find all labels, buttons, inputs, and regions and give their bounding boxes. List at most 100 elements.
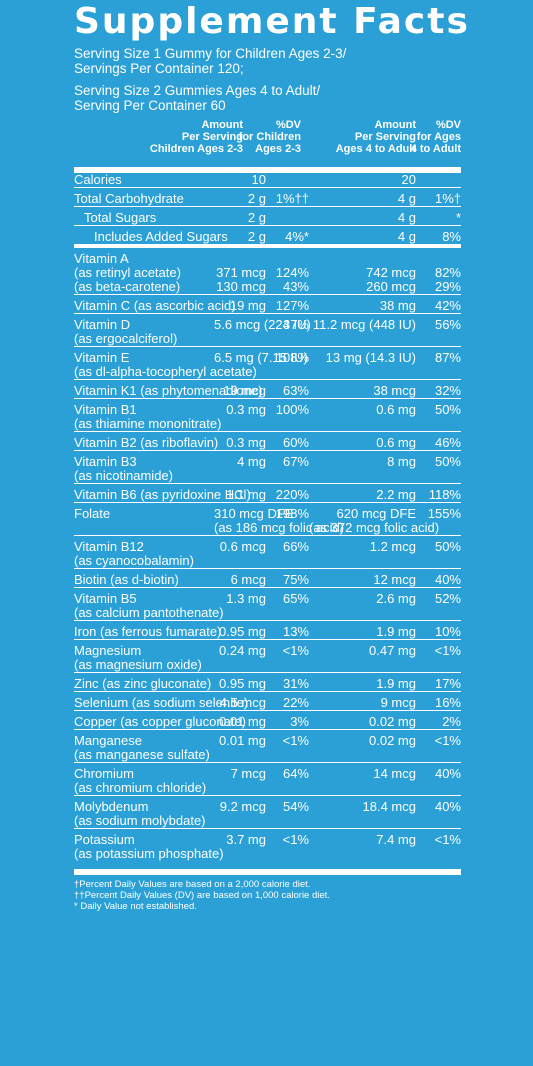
dv-children — [266, 469, 309, 484]
servings-per-container-children: Servings Per Container 120; — [74, 61, 244, 76]
dv-adult: 40% — [416, 568, 461, 588]
nutrient-row: Vitamin B12 0.6 mcg 66% 1.2 mcg 50% — [74, 535, 461, 554]
dv-children — [266, 173, 309, 188]
dv-children: 31% — [266, 672, 309, 692]
dv-adult: 16% — [416, 691, 461, 711]
nutrient-name: (as retinyl acetate) — [74, 265, 181, 280]
amount-children — [214, 748, 266, 763]
amount-children: 19 mg — [214, 294, 266, 314]
nutrient-row: Folate 310 mcg DFE 198% 620 mcg DFE 155% — [74, 502, 461, 521]
nutrient-row: Vitamin D 5.6 mcg (224 IU) 37% 11.2 mcg (44… — [74, 313, 461, 332]
amount-children: 371 mcg — [216, 265, 266, 280]
amount-adult: 1.2 mcg — [309, 535, 416, 554]
dv-adult — [416, 173, 461, 188]
amount-children: 0.01 mg — [214, 710, 266, 730]
nutrient-row: (as ergocalciferol) — [74, 332, 461, 347]
footnote-double-dagger: ††Percent Daily Values (DV) are based on… — [74, 890, 330, 901]
amount-children: 310 mcg DFE — [214, 502, 293, 521]
dv-children — [266, 847, 309, 861]
nutrient-name: Manganese — [74, 729, 214, 748]
nutrient-name: Vitamin B6 (as pyridoxine HCl) — [74, 483, 251, 503]
amount-adult — [309, 469, 416, 484]
amount-adult: 4 g — [309, 225, 416, 246]
amount-children: 0.01 mg — [214, 729, 266, 748]
dv-children: 66% — [266, 535, 309, 554]
dv-children: 198% — [266, 502, 309, 521]
amount-adult: 1.9 mg — [309, 620, 416, 640]
amount-children: 5.6 mcg (224 IU) — [214, 313, 311, 332]
amount-adult: (as 372 mcg folic acid) — [309, 520, 440, 535]
dv-adult — [416, 365, 461, 380]
dv-adult — [416, 469, 461, 484]
dv-adult — [416, 658, 461, 673]
serving-size-adult: Serving Size 2 Gummies Ages 4 to Adult/ — [74, 83, 321, 98]
dv-children — [266, 781, 309, 796]
dv-adult — [416, 814, 461, 829]
amount-children: 1.3 mg — [214, 587, 266, 606]
dv-children — [266, 206, 309, 226]
dv-children — [266, 814, 309, 829]
dv-adult — [416, 748, 461, 763]
nutrient-name: Molybdenum — [74, 795, 214, 814]
amount-children: 4 mg — [214, 450, 266, 469]
nutrient-name: Potassium — [74, 828, 214, 847]
nutrient-name: (as chromium chloride) — [74, 780, 207, 795]
nutrient-row: Biotin (as d-biotin) 6 mcg 75% 12 mcg 40% — [74, 568, 461, 588]
nutrient-row: Total Carbohydrate 2 g 1%†† 4 g 1%† — [74, 187, 461, 207]
amount-children: 10 — [251, 172, 266, 187]
dv-adult: 46% — [416, 431, 461, 451]
dv-adult: 32% — [416, 379, 461, 399]
dv-children: 100% — [266, 398, 309, 417]
nutrient-row: Vitamin B2 (as riboflavin) 0.3 mg 60% 0.6 m… — [74, 431, 461, 451]
amount-children: 4.5 mcg — [214, 691, 266, 711]
amount-adult: 38 mcg — [309, 379, 416, 399]
dv-adult: 50% — [416, 398, 461, 417]
nutrient-table: Calories 10 20 Total Carbohydrate 2 g 1%†† 4 g… — [74, 173, 461, 861]
amount-children — [214, 469, 266, 484]
dv-adult — [416, 606, 461, 621]
nutrient-name: (as ergocalciferol) — [74, 331, 178, 346]
amount-adult — [309, 814, 416, 829]
amount-adult: 4 g — [309, 206, 416, 226]
dv-adult: <1% — [416, 828, 461, 847]
amount-adult — [309, 658, 416, 673]
amount-children: (as 186 mcg folic acid) — [214, 520, 345, 535]
dv-children: 22% — [266, 691, 309, 711]
nutrient-name: Vitamin B12 — [74, 535, 214, 554]
dv-children — [266, 606, 309, 621]
amount-children: 3.7 mg — [214, 828, 266, 847]
dv-children: 63% — [266, 379, 309, 399]
dv-adult — [416, 332, 461, 347]
amount-adult: 20 — [401, 172, 416, 187]
amount-children: 0.95 mg — [214, 672, 266, 692]
amount-children: 9.2 mcg — [214, 795, 266, 814]
dv-children: 4%* — [266, 225, 309, 246]
amount-adult: 0.6 mg — [309, 431, 416, 451]
dv-adult: 50% — [416, 450, 461, 469]
amount-adult: 1.9 mg — [309, 672, 416, 692]
amount-children — [214, 332, 266, 347]
panel-title: Supplement Facts — [74, 1, 470, 42]
amount-children: 0.6 mcg — [214, 535, 266, 554]
amount-adult — [309, 244, 416, 266]
nutrient-row: (as calcium pantothenate) — [74, 606, 461, 621]
amount-adult — [309, 781, 416, 796]
nutrient-name: Zinc (as zinc gluconate) — [74, 672, 214, 692]
dv-adult: 8% — [416, 225, 461, 246]
nutrient-name: Vitamin K1 (as phytomenadione) — [74, 379, 262, 399]
nutrient-name: Iron (as ferrous fumarate) — [74, 620, 221, 640]
nutrient-row: Selenium (as sodium selenite) 4.5 mcg 22% 9… — [74, 691, 461, 711]
amount-children — [214, 658, 266, 673]
nutrient-row: (as cyanocobalamin) — [74, 554, 461, 569]
nutrient-row: Iron (as ferrous fumarate) 0.95 mg 13% 1.9 … — [74, 620, 461, 640]
nutrient-name: Calories — [74, 172, 122, 187]
amount-adult: 8 mg — [309, 450, 416, 469]
amount-adult: 13 mg (14.3 IU) — [309, 346, 416, 365]
nutrient-row: (as thiamine mononitrate) — [74, 417, 461, 432]
amount-adult: 7.4 mg — [309, 828, 416, 847]
nutrient-name: Chromium — [74, 762, 214, 781]
amount-adult: 0.47 mg — [309, 639, 416, 658]
dv-adult: 40% — [416, 762, 461, 781]
nutrient-name: (as calcium pantothenate) — [74, 605, 224, 620]
nutrient-row: (as chromium chloride) — [74, 781, 461, 796]
